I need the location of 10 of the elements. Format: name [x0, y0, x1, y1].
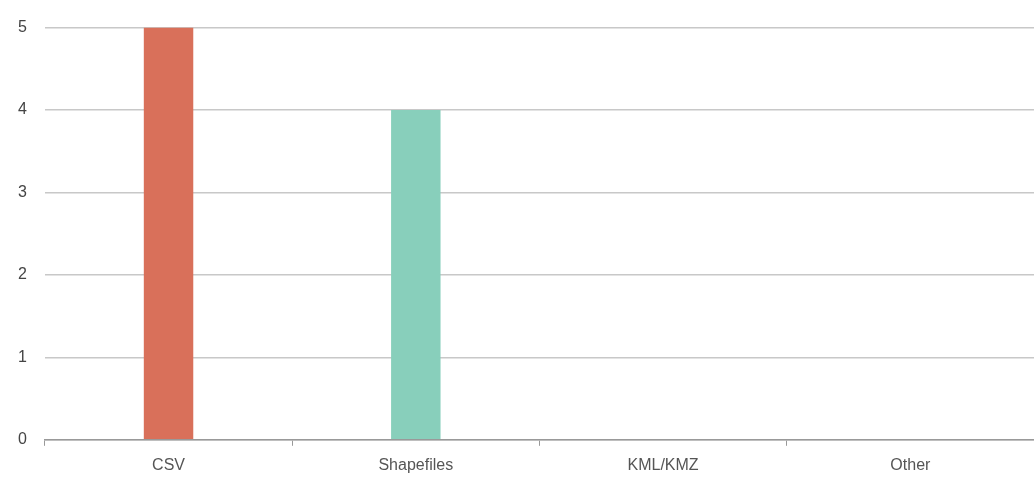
x-tick-label: CSV — [152, 455, 186, 473]
x-tick-label: KML/KMZ — [627, 455, 699, 473]
y-tick-label: 4 — [17, 100, 27, 118]
y-tick-label: 5 — [17, 18, 27, 36]
y-tick-label: 2 — [17, 265, 27, 283]
y-tick-label: 3 — [17, 182, 27, 200]
x-tick-label: Shapefiles — [378, 455, 454, 473]
x-tick-label: Other — [890, 455, 932, 473]
y-tick-label: 1 — [17, 347, 27, 365]
y-tick-label: 0 — [17, 430, 27, 448]
